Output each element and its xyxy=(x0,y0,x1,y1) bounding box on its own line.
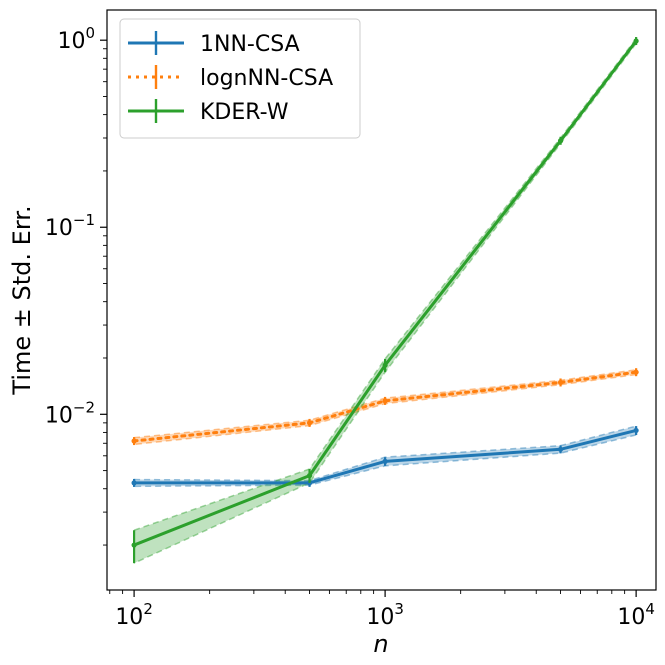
x-tick-label: 102 xyxy=(115,600,153,630)
1nn-csa-point xyxy=(382,458,388,465)
1nn-csa-point xyxy=(131,480,137,486)
y-axis-label: Time ± Std. Err. xyxy=(8,205,36,395)
kder-w-point xyxy=(633,38,639,44)
1nn-csa-point xyxy=(633,427,639,434)
lognnn-csa-point xyxy=(131,438,137,444)
lognnn-csa-point xyxy=(557,379,564,386)
y-tick-label: 10−2 xyxy=(45,398,95,428)
lognnn-csa-legend-label: lognNN-CSA xyxy=(200,66,333,91)
lognnn-csa-point xyxy=(306,420,313,426)
axis-ticks: 102 103 104 10−2 10−1 100 xyxy=(45,24,655,630)
x-axis-label-text: n xyxy=(373,630,388,658)
1nn-csa-legend-label: 1NN-CSA xyxy=(200,32,300,57)
kder-w-legend-label: KDER-W xyxy=(200,100,289,125)
y-tick-label: 100 xyxy=(57,24,95,54)
1nn-csa-point xyxy=(557,446,564,452)
x-tick-label: 104 xyxy=(617,600,655,630)
1nn-csa-error-band xyxy=(134,426,637,487)
lognnn-csa-point xyxy=(633,369,639,375)
y-axis-label-text: Time ± Std. Err. xyxy=(8,205,36,395)
legend-box xyxy=(119,18,361,139)
legend: 1NN-CSA lognNN-CSA KDER-W xyxy=(119,18,361,139)
x-axis-label: n xyxy=(373,630,388,658)
plot-frame xyxy=(106,9,657,591)
lognnn-csa-error-band xyxy=(134,369,637,445)
kder-w-point xyxy=(306,473,313,479)
kder-w-point xyxy=(131,542,137,548)
kder-w-point xyxy=(557,138,564,144)
kder-w-point xyxy=(382,362,388,368)
lognnn-csa-point xyxy=(382,398,388,404)
x-tick-label: 103 xyxy=(366,600,404,630)
kder-w-band-upper xyxy=(133,38,637,531)
y-tick-label: 10−1 xyxy=(45,211,95,241)
series-lines xyxy=(131,37,639,564)
